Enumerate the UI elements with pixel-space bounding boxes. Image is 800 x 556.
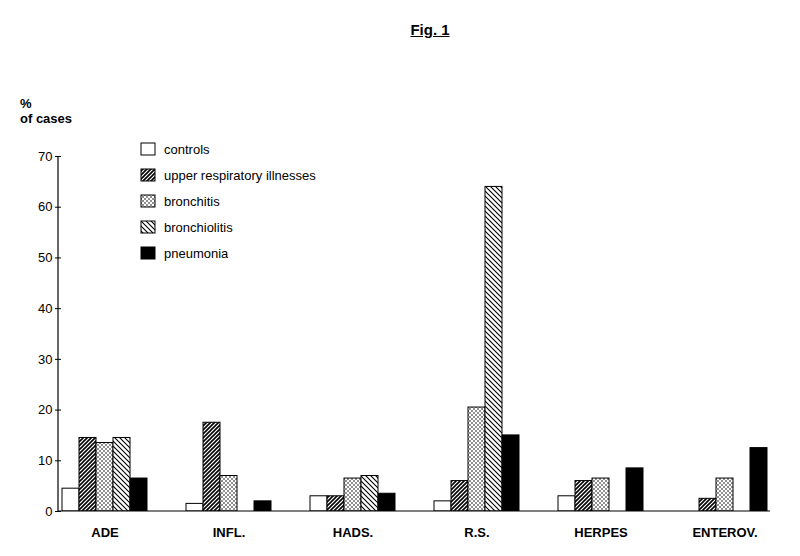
html-text:pneumonia: pneumonia (164, 245, 229, 261)
svg-text:20: 20 (38, 402, 52, 417)
html-text:of cases: of cases (20, 111, 72, 126)
svg-text:10: 10 (38, 453, 52, 468)
svg-text:60: 60 (38, 199, 52, 214)
svg-text:INFL.: INFL. (213, 525, 246, 540)
svg-text:HADS.: HADS. (333, 525, 373, 540)
svg-text:30: 30 (38, 352, 52, 367)
svg-text:40: 40 (38, 301, 52, 316)
svg-text:0: 0 (45, 504, 52, 519)
svg-text:70: 70 (38, 149, 52, 164)
svg-text:HERPES: HERPES (574, 525, 628, 540)
html-text:controls: controls (164, 141, 210, 157)
html-text:Fig. 1: Fig. 1 (410, 21, 450, 38)
svg-text:R.S.: R.S. (464, 525, 489, 540)
html-text:upper respiratory illnesses: upper respiratory illnesses (164, 167, 316, 183)
svg-text:ENTEROV.: ENTEROV. (692, 525, 757, 540)
svg-text:50: 50 (38, 250, 52, 265)
svg-text:ADE: ADE (91, 525, 119, 540)
html-text:bronchitis: bronchitis (164, 193, 220, 209)
html-text:bronchiolitis: bronchiolitis (164, 219, 233, 235)
